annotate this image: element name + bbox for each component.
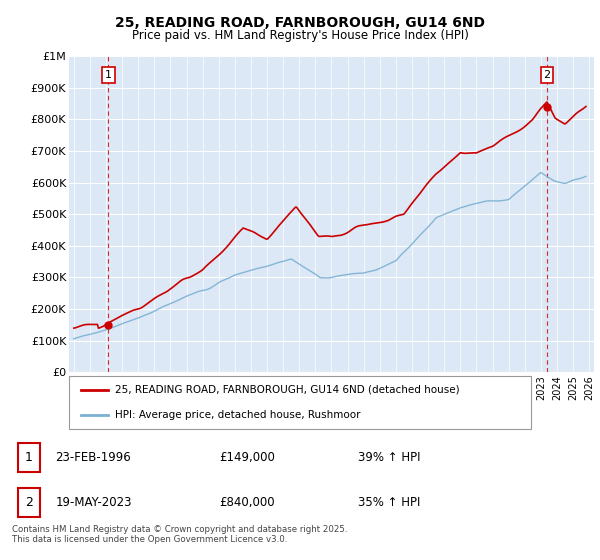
Text: Price paid vs. HM Land Registry's House Price Index (HPI): Price paid vs. HM Land Registry's House … — [131, 29, 469, 42]
Text: £840,000: £840,000 — [220, 496, 275, 509]
Text: 25, READING ROAD, FARNBOROUGH, GU14 6ND (detached house): 25, READING ROAD, FARNBOROUGH, GU14 6ND … — [115, 385, 460, 395]
Text: 1: 1 — [25, 451, 32, 464]
Text: 35% ↑ HPI: 35% ↑ HPI — [358, 496, 420, 509]
Text: 39% ↑ HPI: 39% ↑ HPI — [358, 451, 420, 464]
Bar — [18, 443, 40, 472]
Text: 2: 2 — [25, 496, 32, 509]
Text: 2: 2 — [544, 70, 551, 80]
Text: 23-FEB-1996: 23-FEB-1996 — [55, 451, 131, 464]
Text: 1: 1 — [105, 70, 112, 80]
Text: 25, READING ROAD, FARNBOROUGH, GU14 6ND: 25, READING ROAD, FARNBOROUGH, GU14 6ND — [115, 16, 485, 30]
Bar — [18, 488, 40, 517]
Text: 19-MAY-2023: 19-MAY-2023 — [55, 496, 132, 509]
Text: HPI: Average price, detached house, Rushmoor: HPI: Average price, detached house, Rush… — [115, 410, 361, 420]
Text: Contains HM Land Registry data © Crown copyright and database right 2025.
This d: Contains HM Land Registry data © Crown c… — [12, 525, 347, 544]
Text: £149,000: £149,000 — [220, 451, 275, 464]
